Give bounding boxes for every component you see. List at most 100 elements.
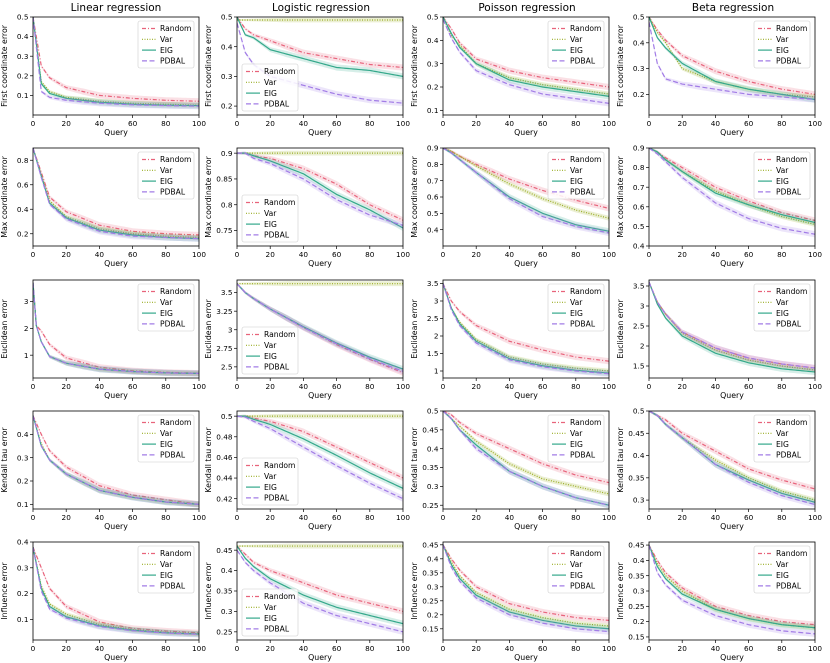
line-random bbox=[649, 411, 815, 490]
y-tick-label: 0.7 bbox=[427, 176, 439, 185]
x-tick-label: 80 bbox=[571, 644, 581, 653]
legend-label-eig: EIG bbox=[264, 483, 277, 492]
line-random bbox=[443, 544, 609, 621]
x-tick-label: 100 bbox=[192, 250, 206, 259]
band-var bbox=[649, 411, 815, 503]
x-tick-label: 40 bbox=[299, 513, 309, 522]
y-tick-label: 0.35 bbox=[628, 473, 644, 482]
line-random bbox=[443, 148, 609, 210]
legend-label-pdbal: PDBAL bbox=[776, 188, 802, 197]
x-tick-label: 40 bbox=[299, 382, 309, 391]
x-tick-label: 60 bbox=[538, 250, 548, 259]
band-random bbox=[33, 414, 199, 508]
x-tick-label: 60 bbox=[128, 250, 138, 259]
x-tick-label: 100 bbox=[396, 250, 410, 259]
line-pdbal bbox=[443, 19, 609, 104]
plot-area bbox=[33, 281, 199, 377]
line-pdbal bbox=[443, 411, 609, 506]
line-eig bbox=[649, 148, 815, 224]
y-tick-label: 0.8 bbox=[17, 156, 29, 165]
x-tick-label: 100 bbox=[602, 250, 616, 259]
legend: Random Var EIG PDBAL bbox=[137, 151, 195, 200]
x-tick-label: 60 bbox=[332, 250, 342, 259]
plot-area bbox=[237, 150, 403, 232]
band-eig bbox=[237, 545, 403, 627]
x-tick-label: 60 bbox=[332, 644, 342, 653]
legend-label-random: Random bbox=[570, 287, 601, 296]
legend-box bbox=[241, 63, 299, 112]
y-tick-label: 0.4 bbox=[427, 225, 439, 234]
plot-area bbox=[649, 148, 815, 238]
x-tick-label: 40 bbox=[95, 382, 105, 391]
x-tick-label: 100 bbox=[808, 382, 822, 391]
legend-label-random: Random bbox=[570, 418, 601, 427]
y-tick-label: 3.25 bbox=[216, 307, 232, 316]
x-tick-label: 60 bbox=[128, 644, 138, 653]
legend-box bbox=[241, 326, 299, 375]
y-tick-label: 0.4 bbox=[633, 451, 645, 460]
band-var bbox=[443, 148, 609, 221]
legend: Random Var EIG PDBAL bbox=[137, 20, 195, 69]
y-tick-label: 0.1 bbox=[17, 500, 29, 509]
legend-label-eig: EIG bbox=[160, 46, 173, 55]
y-tick-label: 0.4 bbox=[633, 38, 645, 47]
legend-label-eig: EIG bbox=[776, 571, 789, 580]
y-axis-label: Influence error bbox=[204, 562, 213, 620]
y-tick-label: 0.75 bbox=[216, 226, 232, 235]
axes-frame bbox=[32, 410, 200, 510]
line-pdbal bbox=[649, 22, 815, 101]
line-random bbox=[649, 148, 815, 222]
x-tick-label: 40 bbox=[299, 119, 309, 128]
y-axis-label: Max coordinate error bbox=[204, 155, 213, 237]
x-tick-label: 40 bbox=[95, 250, 105, 259]
plot-area bbox=[649, 543, 815, 637]
legend-label-eig: EIG bbox=[776, 309, 789, 318]
legend-label-pdbal: PDBAL bbox=[264, 625, 290, 634]
line-var bbox=[33, 148, 199, 239]
legend: Random Var EIG PDBAL bbox=[137, 283, 195, 332]
y-tick-label: 2 bbox=[640, 342, 645, 351]
legend-box bbox=[241, 588, 299, 637]
legend-label-eig: EIG bbox=[160, 177, 173, 186]
line-random bbox=[237, 152, 403, 221]
legend-label-var: Var bbox=[264, 472, 277, 481]
y-tick-label: 0.35 bbox=[216, 587, 232, 596]
legend-label-eig: EIG bbox=[776, 46, 789, 55]
legend-box bbox=[241, 194, 299, 243]
plot-area bbox=[443, 17, 609, 107]
x-tick-label: 0 bbox=[235, 644, 240, 653]
x-tick-label: 40 bbox=[299, 250, 309, 259]
legend-label-random: Random bbox=[160, 418, 191, 427]
y-axis-label: Euclidean error bbox=[410, 299, 419, 359]
x-tick-label: 0 bbox=[441, 250, 446, 259]
line-random bbox=[649, 544, 815, 626]
y-tick-label: 0.1 bbox=[427, 106, 439, 115]
y-tick-label: 0.5 bbox=[633, 222, 645, 231]
legend-box bbox=[753, 20, 811, 69]
column-title-poisson: Poisson regression bbox=[478, 2, 575, 14]
legend-label-var: Var bbox=[776, 429, 789, 438]
line-random bbox=[649, 17, 815, 95]
y-tick-label: 0.2 bbox=[17, 589, 29, 598]
y-axis-label: Euclidean error bbox=[0, 299, 9, 359]
axes-frame bbox=[236, 16, 404, 116]
legend-label-eig: EIG bbox=[570, 309, 583, 318]
x-tick-label: 100 bbox=[192, 644, 206, 653]
line-random bbox=[237, 283, 403, 374]
y-axis-label: First coordinate error bbox=[410, 24, 419, 107]
y-tick-label: 2.5 bbox=[427, 314, 439, 323]
axes-frame bbox=[648, 410, 816, 510]
legend-label-var: Var bbox=[776, 35, 789, 44]
axes-frame bbox=[236, 410, 404, 510]
x-tick-label: 0 bbox=[31, 513, 36, 522]
y-tick-label: 0.3 bbox=[221, 607, 233, 616]
legend-box bbox=[137, 283, 195, 332]
x-axis-label: Query bbox=[104, 259, 128, 268]
legend: Random Var EIG PDBAL bbox=[241, 457, 299, 506]
x-tick-label: 40 bbox=[711, 513, 721, 522]
band-eig bbox=[649, 411, 815, 506]
band-pdbal bbox=[443, 543, 609, 635]
y-tick-label: 3 bbox=[434, 297, 439, 306]
y-axis-label: Kendall tau error bbox=[204, 427, 213, 493]
x-tick-label: 20 bbox=[472, 382, 482, 391]
